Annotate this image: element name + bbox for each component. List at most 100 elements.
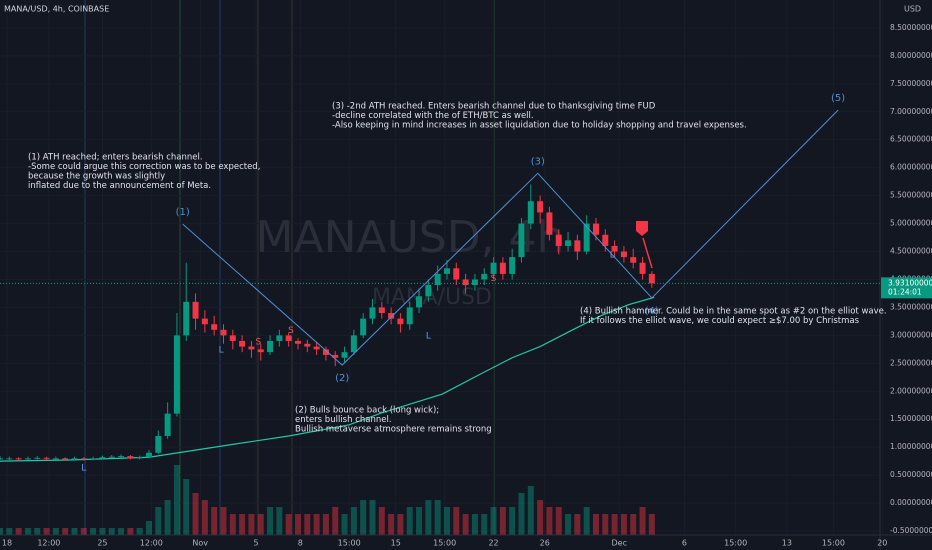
candle-body — [239, 340, 246, 347]
wave-label: (4) — [645, 306, 659, 317]
candle-body — [341, 352, 348, 358]
candle-body — [453, 268, 460, 280]
volume-bar — [267, 507, 274, 535]
grid — [0, 0, 882, 535]
x-tick-label: 22 — [488, 539, 498, 548]
candle-body — [369, 307, 376, 319]
signal-label: L — [426, 331, 431, 341]
candle-body — [34, 457, 41, 459]
x-tick-label: Nov — [192, 539, 208, 548]
y-tick-label: 6.50000000 — [890, 135, 932, 144]
y-tick-label: 5.50000000 — [890, 191, 932, 200]
candle-body — [443, 268, 450, 274]
volume-bar — [62, 528, 69, 535]
candle-body — [15, 458, 22, 460]
candle-body — [602, 234, 609, 246]
candle-body — [332, 354, 339, 358]
volume-bar — [555, 507, 562, 535]
y-tick-label: 1.00000000 — [890, 442, 932, 451]
signal-label: L — [610, 250, 615, 260]
signal-label: S — [288, 326, 294, 336]
y-tick-label: 0.50000000 — [890, 470, 932, 479]
symbol-title: MANA/USD, 4h, COINBASE — [4, 5, 109, 14]
last-price-box — [881, 277, 932, 299]
y-tick-label: 0.00000000 — [890, 498, 932, 507]
candle-body — [350, 335, 357, 353]
volume-bar — [592, 514, 599, 535]
candle-body — [62, 458, 69, 460]
candle-body — [127, 456, 134, 459]
x-tick-label: 20 — [877, 539, 887, 548]
candle-body — [481, 273, 488, 280]
candle-body — [378, 307, 385, 314]
signal-label: L — [219, 345, 224, 355]
volume-bar — [192, 493, 199, 535]
candle-body — [425, 285, 432, 297]
volume-bar — [602, 514, 609, 535]
candle-body — [6, 458, 13, 460]
watermark: MANAUSD, 4h — [256, 212, 565, 263]
candle-body — [99, 457, 106, 459]
volume-bar — [99, 528, 106, 535]
x-tick-label: 12:00 — [140, 539, 163, 548]
annotation-line: (1) ATH reached; enters bearish channel. — [28, 153, 203, 163]
candle-body — [322, 349, 329, 355]
volume-bar — [574, 514, 581, 535]
candle-body — [285, 335, 292, 341]
x-tick-label: 13 — [782, 539, 792, 548]
x-tick-label: 6 — [682, 539, 687, 548]
volume-bar — [239, 514, 246, 535]
volume-bar — [416, 507, 423, 535]
y-tick-label: 3.00000000 — [890, 330, 932, 339]
volume-bar — [313, 514, 320, 535]
volume-bar — [145, 521, 152, 535]
volume-bar — [34, 528, 41, 535]
candle-body — [611, 245, 618, 252]
volume-bar — [620, 514, 627, 535]
volume-bar — [434, 500, 441, 535]
volume-bar — [648, 514, 655, 535]
volume-bar — [499, 507, 506, 535]
x-tick-label: 25 — [97, 539, 107, 548]
volume-bar — [388, 514, 395, 535]
y-tick-label: 3.50000000 — [890, 302, 932, 311]
volume-bar — [611, 514, 618, 535]
volume-bar — [0, 528, 3, 535]
volume-bar — [248, 514, 255, 535]
volume-bar — [155, 507, 162, 535]
candle-body — [248, 346, 255, 350]
x-tick-label: 15:00 — [433, 539, 456, 548]
annotation-line: -decline correlated with the of ETH/BTC … — [332, 111, 534, 121]
candle-body — [173, 335, 180, 414]
x-tick-label: 15:00 — [338, 539, 361, 548]
annotation-line: because the growth was slightly — [28, 172, 165, 182]
volume-bar — [518, 493, 525, 535]
candle-body — [648, 273, 655, 284]
x-tick-label: 18 — [2, 539, 12, 548]
countdown: 01:24:01 — [888, 287, 922, 296]
candle-body — [108, 456, 115, 458]
candle-body — [565, 240, 572, 246]
volume-bar — [201, 500, 208, 535]
candle-body — [434, 273, 441, 286]
volume-bar — [481, 514, 488, 535]
annotation-line: -Also keeping in mind increases in asset… — [332, 121, 747, 131]
y-tick-label: 7.00000000 — [890, 107, 932, 116]
volume-bar — [118, 528, 125, 535]
volume-bar — [490, 507, 497, 535]
candle-body — [583, 223, 590, 252]
candle-body — [24, 458, 31, 460]
candle-body — [145, 452, 152, 458]
candle-body — [313, 346, 320, 350]
volume-bar — [304, 514, 311, 535]
x-tick-label: Dec — [612, 539, 627, 548]
candle-body — [546, 212, 553, 235]
candle-body — [164, 413, 171, 436]
candle-body — [229, 335, 236, 341]
candle-body — [304, 343, 311, 347]
volume-bar — [43, 528, 50, 535]
volume-bar — [257, 514, 264, 535]
candle-body — [555, 234, 562, 246]
volume-bar — [183, 479, 190, 535]
candle-body — [499, 262, 506, 274]
